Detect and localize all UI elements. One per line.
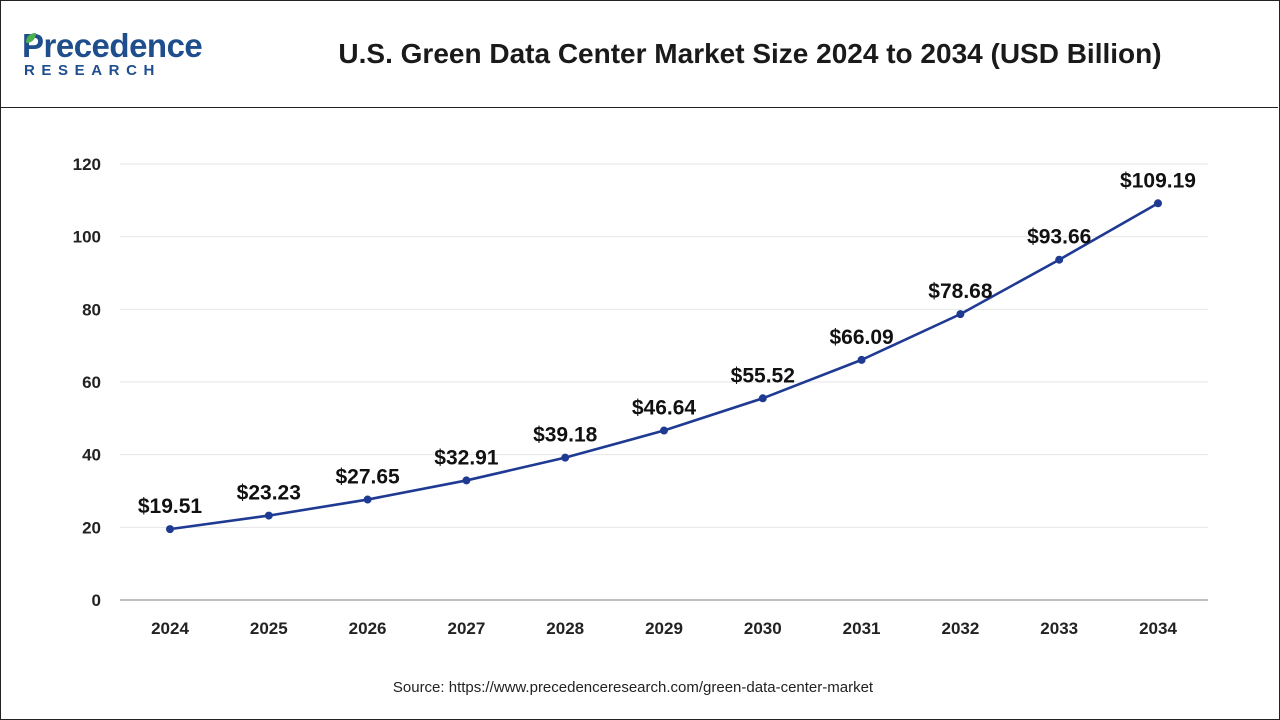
x-tick-label: 2028 xyxy=(546,619,584,638)
data-point xyxy=(956,310,965,319)
chart-title: U.S. Green Data Center Market Size 2024 … xyxy=(338,38,1162,69)
x-tick-label: 2026 xyxy=(349,619,387,638)
y-tick-label: 60 xyxy=(82,373,101,392)
data-point xyxy=(363,495,372,504)
logo-subtitle: RESEARCH xyxy=(24,62,161,79)
y-tick-label: 40 xyxy=(82,446,101,465)
x-tick-label: 2027 xyxy=(447,619,485,638)
data-point xyxy=(1154,199,1162,208)
y-tick-label: 20 xyxy=(82,518,101,537)
data-point xyxy=(1055,255,1064,264)
x-tick-label: 2032 xyxy=(941,619,979,638)
logo-wordmark: Precedence xyxy=(22,27,203,64)
x-tick-label: 2034 xyxy=(1139,619,1177,638)
data-point xyxy=(660,426,668,435)
x-tick-label: 2031 xyxy=(843,619,881,638)
x-tick-label: 2029 xyxy=(645,619,683,638)
y-tick-label: 100 xyxy=(73,228,101,247)
source-note: Source: https://www.precedenceresearch.c… xyxy=(392,679,874,696)
data-label: $27.65 xyxy=(335,466,400,489)
data-point xyxy=(758,394,767,403)
x-tick-label: 2025 xyxy=(250,619,288,638)
line-chart: 0 20 40 60 80 100 120 2024 2025 2026 2027 2028 2029 2… xyxy=(73,155,1208,638)
x-tick-label: 2024 xyxy=(151,619,189,638)
data-label: $23.23 xyxy=(237,482,301,505)
data-label: $55.52 xyxy=(731,364,795,387)
data-label: $32.91 xyxy=(434,446,499,469)
data-label: $39.18 xyxy=(533,424,598,447)
data-point xyxy=(264,511,273,520)
data-label: $66.09 xyxy=(829,326,893,349)
y-tick-label: 80 xyxy=(82,300,101,319)
series-line xyxy=(169,202,1159,531)
brand-logo: Precedence RESEARCH xyxy=(22,28,222,84)
data-label: $93.66 xyxy=(1027,226,1091,249)
y-tick-label: 120 xyxy=(73,155,101,174)
data-point xyxy=(462,476,471,485)
data-label: $78.68 xyxy=(928,280,993,303)
data-label: $109.19 xyxy=(1120,169,1196,192)
data-point xyxy=(857,355,866,364)
x-tick-label: 2030 xyxy=(744,619,782,638)
data-label: $19.51 xyxy=(138,495,203,518)
data-label: $46.64 xyxy=(632,397,697,420)
leaf-icon xyxy=(26,33,36,43)
data-point xyxy=(166,525,174,534)
y-tick-label: 0 xyxy=(92,591,101,610)
data-point xyxy=(561,453,570,462)
header: Precedence RESEARCH U.S. Green Data Cent… xyxy=(0,0,1278,108)
x-tick-label: 2033 xyxy=(1040,619,1078,638)
